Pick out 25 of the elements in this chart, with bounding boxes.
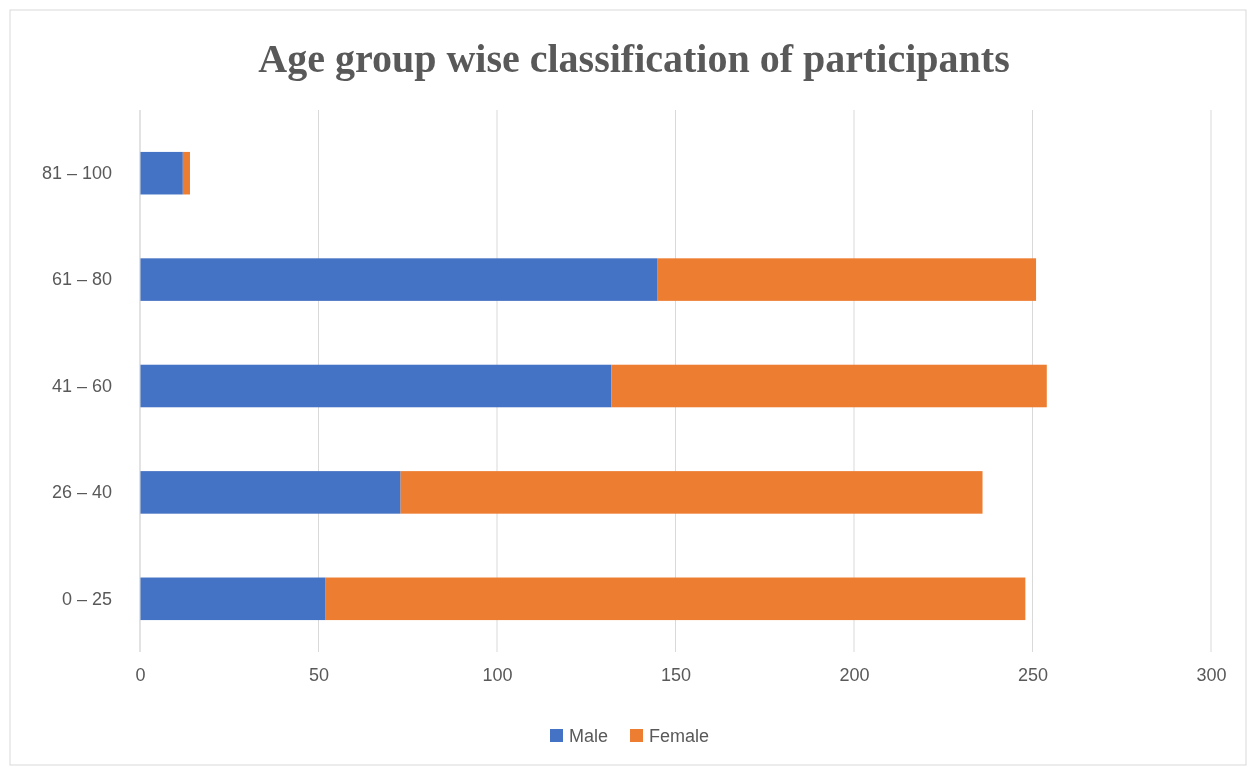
- y-tick-label: 81 – 100: [41, 162, 112, 183]
- bar: [611, 364, 1047, 408]
- y-tick-label: 41 – 60: [51, 375, 112, 396]
- bar: [140, 577, 326, 621]
- x-tick-label: 200: [839, 664, 870, 685]
- y-tick-label: 26 – 40: [51, 482, 112, 503]
- bar: [140, 151, 183, 195]
- x-tick-label: 50: [308, 664, 330, 685]
- bar: [657, 258, 1037, 301]
- x-tick-label: 150: [660, 664, 692, 685]
- x-tick-label: 250: [1017, 664, 1049, 685]
- legend-label: Male: [569, 726, 609, 746]
- bar: [400, 471, 983, 514]
- bar: [140, 364, 612, 408]
- bar: [140, 258, 658, 301]
- bar: [182, 151, 190, 195]
- chart-title: Age group wise classification of participants: [258, 36, 1010, 81]
- x-tick-label: 300: [1196, 664, 1227, 685]
- y-tick-label: 61 – 80: [51, 269, 112, 290]
- x-tick-label: 0: [135, 664, 146, 685]
- bar: [140, 471, 401, 514]
- bar: [325, 577, 1026, 621]
- y-tick-label: 0 – 25: [61, 588, 112, 609]
- legend-label: Female: [649, 726, 710, 746]
- x-tick-label: 100: [482, 664, 513, 685]
